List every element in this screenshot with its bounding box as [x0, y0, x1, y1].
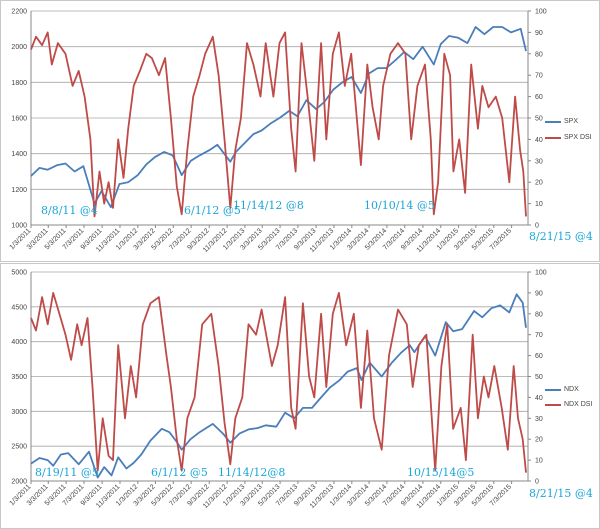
right-y-tick-label: 100 — [535, 9, 547, 16]
right-y-tick-label: 90 — [535, 30, 543, 37]
legend-label: NDX DSI — [564, 401, 593, 408]
spx-chart: 1000 1200 1400 1600 1800 2000 2200 0 10 20 30 40 50 6… — [9, 9, 547, 255]
right-y-tick-label: 10 — [535, 458, 543, 465]
left-y-tick-label: 1400 — [11, 151, 27, 158]
left-y-tick-label: 3500 — [11, 374, 27, 381]
legend-label: NDX — [564, 386, 579, 393]
left-y-tick-label: 5000 — [11, 270, 27, 277]
ndx-chart: 2000 2500 3000 3500 4000 4500 5000 0 10 20 30 40 50 6… — [9, 270, 547, 511]
annotation: 8/21/15 @4 — [529, 487, 593, 500]
right-y-tick-label: 50 — [535, 116, 543, 123]
right-y-tick-label: 60 — [535, 353, 543, 360]
right-y-tick-label: 60 — [535, 94, 543, 101]
legend-item-ndx-dsi: NDX DSI — [545, 401, 592, 408]
legend-label: SPX DSI — [564, 134, 592, 141]
legend-swatch-spx — [545, 120, 561, 123]
annotation: 6/1/12 @5 — [151, 466, 208, 479]
annotation: 10/10/14 @5 — [364, 199, 435, 212]
spx-chart-panel: 1000 1200 1400 1600 1800 2000 2200 0 10 20 30 40 50 6… — [0, 0, 600, 262]
right-y-tick-label: 0 — [535, 479, 539, 486]
right-y-tick-label: 40 — [535, 395, 543, 402]
left-y-tick-label: 4000 — [11, 339, 27, 346]
annotation: 10/15/14@5 — [407, 466, 475, 479]
legend-swatch-spx-dsi — [545, 136, 561, 139]
legend-swatch-ndx — [545, 388, 561, 391]
left-y-tick-label: 3000 — [11, 409, 27, 416]
right-y-tick-label: 50 — [535, 374, 543, 381]
annotation: 8/19/11 @5 — [35, 466, 99, 479]
left-y-tick-label: 2000 — [11, 44, 27, 51]
legend-swatch-ndx-dsi — [545, 403, 561, 406]
legend-item-spx: SPX — [545, 118, 578, 125]
right-y-tick-label: 20 — [535, 437, 543, 444]
left-y-tick-label: 1000 — [11, 223, 27, 230]
right-y-tick-label: 90 — [535, 290, 543, 297]
right-y-tick-label: 100 — [535, 270, 547, 277]
right-y-tick-label: 30 — [535, 416, 543, 423]
ndx-chart-panel: 2000 2500 3000 3500 4000 4500 5000 0 10 20 30 40 50 6… — [0, 263, 600, 529]
annotation: 11/14/12 @8 — [233, 199, 304, 212]
right-y-tick-label: 40 — [535, 137, 543, 144]
left-y-tick-label: 1600 — [11, 116, 27, 123]
series-line-spx-dsi — [30, 31, 527, 218]
left-y-tick-label: 2000 — [11, 479, 27, 486]
annotation: 11/14/12@8 — [218, 466, 286, 479]
left-y-tick-label: 1200 — [11, 187, 27, 194]
annotation: 6/1/12 @5 — [184, 204, 241, 217]
right-y-tick-label: 30 — [535, 158, 543, 165]
right-y-tick-label: 80 — [535, 51, 543, 58]
annotation: 8/8/11 @4 — [41, 204, 98, 217]
left-y-tick-label: 2500 — [11, 444, 27, 451]
right-y-tick-label: 20 — [535, 180, 543, 187]
left-y-tick-label: 1800 — [11, 80, 27, 87]
annotation: 8/21/15 @4 — [529, 230, 593, 243]
right-y-tick-label: 70 — [535, 332, 543, 339]
left-y-tick-label: 4500 — [11, 304, 27, 311]
legend-item-ndx: NDX — [545, 386, 579, 393]
right-y-tick-label: 80 — [535, 311, 543, 318]
right-y-tick-label: 10 — [535, 201, 543, 208]
series-line-ndx-dsi — [30, 292, 527, 473]
legend-item-spx-dsi: SPX DSI — [545, 134, 592, 141]
legend-label: SPX — [564, 118, 579, 125]
right-y-tick-label: 70 — [535, 73, 543, 80]
left-y-tick-label: 2200 — [11, 9, 27, 16]
series-line-ndx — [30, 293, 527, 479]
right-y-tick-label: 0 — [535, 223, 539, 230]
